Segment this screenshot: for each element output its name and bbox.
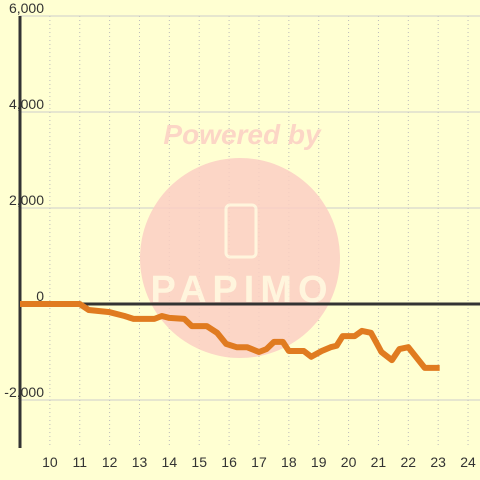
x-tick-label: 14 <box>162 454 178 470</box>
watermark: Powered by PAPIMO <box>140 119 340 358</box>
y-tick-label: 2,000 <box>9 192 44 208</box>
x-tick-label: 17 <box>251 454 267 470</box>
watermark-text: Powered by <box>163 119 322 150</box>
x-tick-label: 15 <box>191 454 207 470</box>
x-tick-label: 13 <box>132 454 148 470</box>
y-tick-label: 4,000 <box>9 96 44 112</box>
x-tick-label: 21 <box>371 454 387 470</box>
x-tick-label: 19 <box>311 454 327 470</box>
x-tick-label: 12 <box>102 454 118 470</box>
watermark-icon <box>224 203 258 259</box>
x-tick-label: 18 <box>281 454 297 470</box>
x-tick-label: 16 <box>221 454 237 470</box>
y-tick-label: 6,000 <box>9 0 44 16</box>
x-tick-label: 11 <box>72 454 87 470</box>
x-tick-label: 24 <box>460 454 476 470</box>
y-tick-label: -2,000 <box>4 384 44 400</box>
series-line <box>20 301 440 371</box>
y-tick-label: 0 <box>36 288 44 304</box>
x-tick-label: 10 <box>42 454 58 470</box>
x-tick-label: 20 <box>341 454 357 470</box>
x-tick-label: 23 <box>430 454 446 470</box>
x-tick-label: 22 <box>401 454 417 470</box>
